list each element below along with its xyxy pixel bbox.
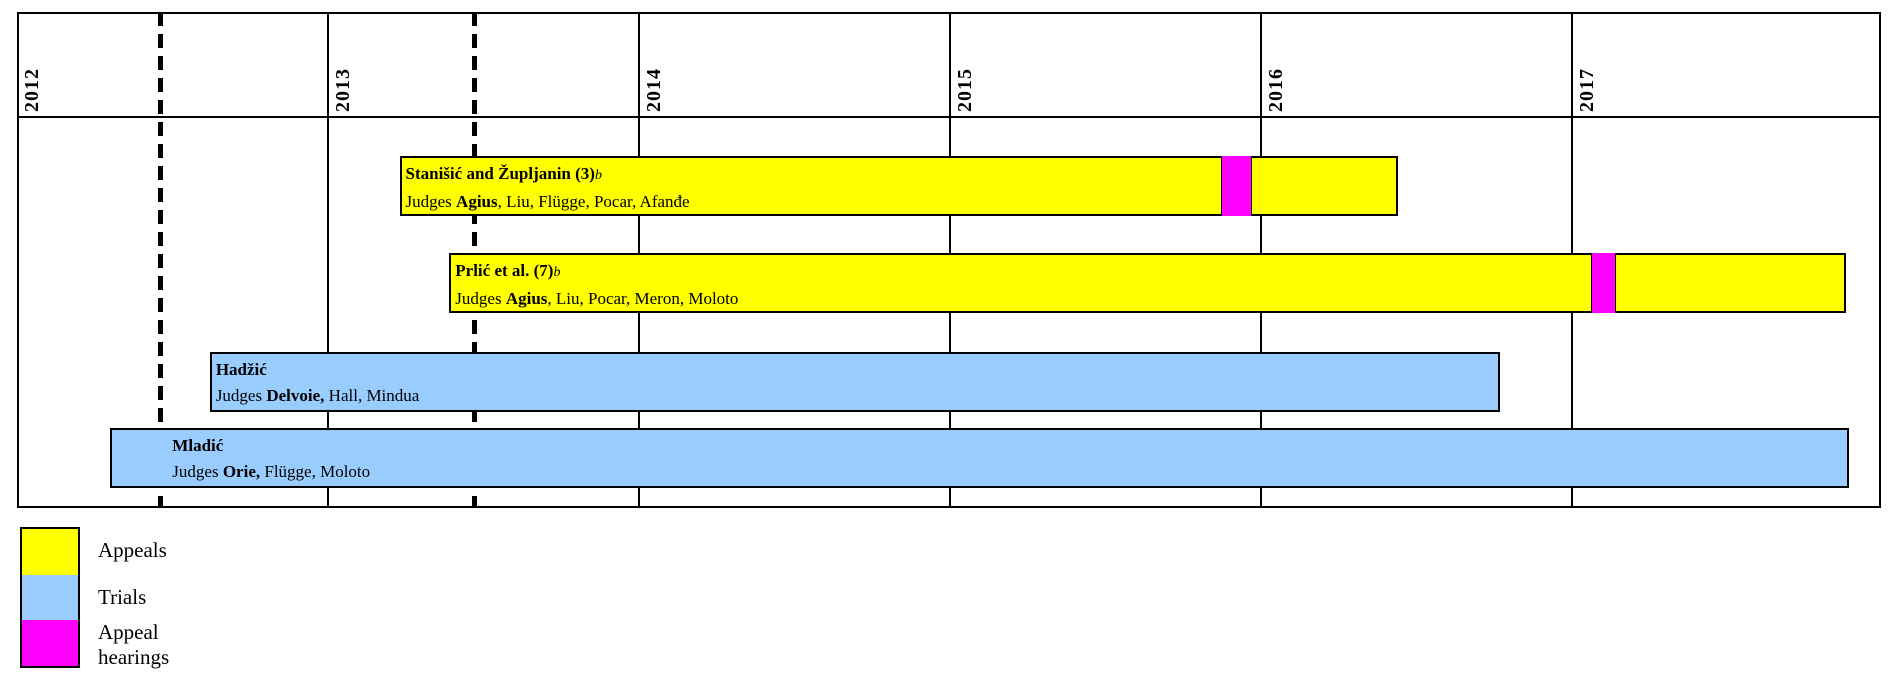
legend-swatch-appeal-hearings xyxy=(22,620,78,666)
case-label: Stanišić and Župljanin (3)b Judges Agius,… xyxy=(406,161,690,215)
case-name: Prlić et al. (7)b xyxy=(455,261,561,280)
case-name: Mladić xyxy=(172,436,224,455)
year-label-2013: 2013 xyxy=(332,68,354,112)
appeal-hearing-segment xyxy=(1220,156,1252,216)
case-bar: Stanišić and Župljanin (3)b Judges Agius,… xyxy=(399,156,1398,216)
year-label-2015: 2015 xyxy=(954,68,976,112)
case-label: Prlić et al. (7)b Judges Agius, Liu, Poca… xyxy=(455,258,738,312)
appeal-hearing-segment xyxy=(1590,253,1616,313)
case-bar: Mladić Judges Orie, Flügge, Moloto xyxy=(110,428,1849,488)
milestone-dashed-line xyxy=(158,12,164,508)
year-label-2017: 2017 xyxy=(1576,68,1598,112)
case-judges: Judges Agius, Liu, Flügge, Pocar, Afanđe xyxy=(405,192,690,211)
legend-label-appeals: Appeals xyxy=(98,538,167,562)
year-label-2012: 2012 xyxy=(21,68,43,112)
case-judges: Judges Orie, Flügge, Moloto xyxy=(172,462,371,481)
footnote-marker: b xyxy=(553,265,561,280)
year-label-2016: 2016 xyxy=(1265,68,1287,112)
case-bar: Prlić et al. (7)b Judges Agius, Liu, Poca… xyxy=(449,253,1846,313)
case-label: Mladić Judges Orie, Flügge, Moloto xyxy=(172,433,370,485)
legend-label-appeal-hearings: Appeal hearings xyxy=(98,619,170,669)
legend-swatch-trials xyxy=(22,574,78,621)
legend-labels: Appeals Trials Appeal hearings xyxy=(98,527,170,669)
case-judges: Judges Agius, Liu, Pocar, Meron, Moloto xyxy=(455,289,739,308)
case-label: Hadžić Judges Delvoie, Hall, Mindua xyxy=(216,357,420,409)
case-judges: Judges Delvoie, Hall, Mindua xyxy=(215,386,420,405)
year-label-2014: 2014 xyxy=(643,68,665,112)
legend-swatch-column xyxy=(20,527,80,668)
year-gridline-2013 xyxy=(327,12,329,508)
legend-swatch-appeals xyxy=(22,529,78,575)
case-name: Hadžić xyxy=(215,360,267,379)
case-bar: Hadžić Judges Delvoie, Hall, Mindua xyxy=(209,352,1501,412)
legend-label-trials: Trials xyxy=(98,585,147,609)
case-name: Stanišić and Župljanin (3)b xyxy=(405,164,602,183)
footnote-marker: b xyxy=(594,168,602,183)
